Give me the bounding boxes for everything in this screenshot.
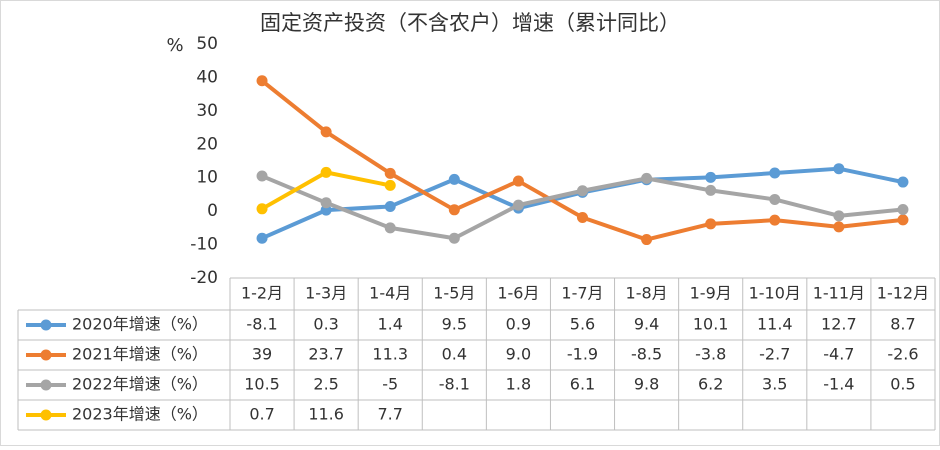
table-value: 3.5 xyxy=(762,375,787,394)
table-value: 10.5 xyxy=(244,375,280,394)
x-tick-label: 1-3月 xyxy=(305,284,347,303)
data-point xyxy=(384,179,396,191)
data-point xyxy=(320,166,332,178)
table-value: -4.7 xyxy=(823,345,854,364)
table-value: 23.7 xyxy=(308,345,344,364)
data-point xyxy=(256,203,268,215)
legend-label: 2022年增速（%） xyxy=(72,375,208,394)
x-tick-label: 1-5月 xyxy=(433,284,475,303)
table-value: -5 xyxy=(382,375,398,394)
table-value: -8.5 xyxy=(631,345,662,364)
y-tick-label: 10 xyxy=(196,168,218,188)
y-tick-label: 30 xyxy=(196,101,218,121)
chart-title: 固定资产投资（不含农户）增速（累计同比） xyxy=(260,11,680,35)
data-point xyxy=(705,184,717,196)
x-tick-label: 1-10月 xyxy=(749,284,801,303)
data-point xyxy=(641,172,653,184)
data-point xyxy=(833,210,845,222)
y-tick-label: -10 xyxy=(190,235,218,255)
y-tick-label: -20 xyxy=(190,268,218,288)
table-value: 6.1 xyxy=(570,375,595,394)
data-point xyxy=(512,175,524,187)
data-point xyxy=(512,199,524,211)
table-value: 1.8 xyxy=(506,375,531,394)
table-value: 0.3 xyxy=(313,315,338,334)
data-point xyxy=(577,185,588,197)
table-value: 5.6 xyxy=(570,315,595,334)
table-value: 9.8 xyxy=(634,375,659,394)
x-tick-label: 1-11月 xyxy=(813,284,865,303)
x-tick-label: 1-12月 xyxy=(877,284,929,303)
data-point xyxy=(705,171,717,183)
y-tick-label: 50 xyxy=(196,34,218,54)
table-value: -2.6 xyxy=(887,345,918,364)
y-tick-label: 0 xyxy=(207,201,218,221)
x-tick-label: 1-2月 xyxy=(241,284,283,303)
x-tick-label: 1-7月 xyxy=(561,284,603,303)
table-value: 39 xyxy=(252,345,272,364)
legend-label: 2021年增速（%） xyxy=(72,345,208,364)
legend-marker xyxy=(40,379,52,391)
x-tick-label: 1-9月 xyxy=(690,284,732,303)
x-tick-label: 1-6月 xyxy=(497,284,539,303)
legend-label: 2023年增速（%） xyxy=(72,405,208,424)
y-tick-label: 40 xyxy=(196,67,218,87)
table-value: 7.7 xyxy=(378,405,403,424)
data-point xyxy=(897,214,909,226)
data-point xyxy=(384,167,396,179)
data-point xyxy=(897,176,909,188)
table-value: 11.3 xyxy=(372,345,408,364)
table-value: 9.4 xyxy=(634,315,659,334)
data-point xyxy=(320,197,332,209)
data-point xyxy=(769,193,781,205)
data-point xyxy=(384,200,396,212)
data-point xyxy=(384,222,396,234)
data-point xyxy=(833,221,845,233)
legend-marker xyxy=(40,409,52,421)
table-value: 11.4 xyxy=(757,315,793,334)
y-tick-label: 20 xyxy=(196,134,218,154)
legend-label: 2020年增速（%） xyxy=(72,315,208,334)
data-point xyxy=(577,211,588,223)
table-value: 10.1 xyxy=(693,315,729,334)
table-value: 8.7 xyxy=(890,315,915,334)
table-value: -8.1 xyxy=(439,375,470,394)
legend-marker xyxy=(40,349,52,361)
data-point xyxy=(769,167,781,179)
table-value: 6.2 xyxy=(698,375,723,394)
data-point xyxy=(256,75,268,87)
data-point xyxy=(448,173,460,185)
table-value: 9.0 xyxy=(506,345,531,364)
table-value: 12.7 xyxy=(821,315,857,334)
table-value: 2.5 xyxy=(313,375,338,394)
table-value: -3.8 xyxy=(695,345,726,364)
table-value: 0.4 xyxy=(442,345,467,364)
data-point xyxy=(448,204,460,216)
table-value: 11.6 xyxy=(308,405,344,424)
data-point xyxy=(833,163,845,175)
table-value: 1.4 xyxy=(378,315,403,334)
table-value: -1.9 xyxy=(567,345,598,364)
table-value: 0.5 xyxy=(890,375,915,394)
table-value: -2.7 xyxy=(759,345,790,364)
table-value: -1.4 xyxy=(823,375,854,394)
x-tick-label: 1-4月 xyxy=(369,284,411,303)
table-value: 0.9 xyxy=(506,315,531,334)
data-point xyxy=(256,232,268,244)
data-point xyxy=(705,218,717,230)
data-point xyxy=(256,170,268,182)
data-point xyxy=(320,126,332,138)
table-value: -8.1 xyxy=(246,315,277,334)
x-tick-label: 1-8月 xyxy=(626,284,668,303)
y-axis-label: % xyxy=(166,35,183,56)
legend-marker xyxy=(40,319,52,331)
table-value: 0.7 xyxy=(249,405,274,424)
data-point xyxy=(769,214,781,226)
data-point xyxy=(448,232,460,244)
data-point xyxy=(641,234,653,246)
data-point xyxy=(897,203,909,215)
table-value: 9.5 xyxy=(442,315,467,334)
